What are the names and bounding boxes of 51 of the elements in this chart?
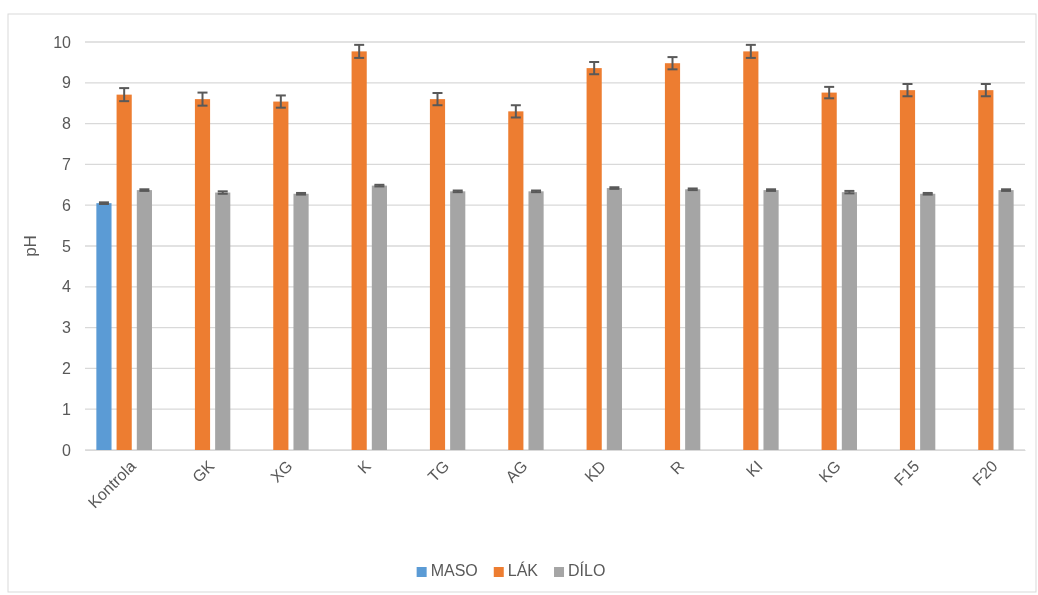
- y-tick-label: 0: [62, 441, 72, 459]
- bar: [116, 94, 132, 450]
- bar: [841, 192, 857, 450]
- bar: [96, 203, 112, 450]
- x-tick-label: K: [354, 457, 375, 477]
- x-tick-label: KI: [742, 457, 766, 481]
- x-tick-label: GK: [188, 457, 218, 486]
- bar: [215, 192, 231, 450]
- bar: [978, 90, 994, 450]
- bar: [429, 99, 446, 450]
- bar: [351, 51, 367, 450]
- bar: [920, 193, 936, 450]
- x-tick-label: TG: [424, 457, 453, 486]
- y-tick-label: 4: [62, 278, 72, 296]
- y-tick-label: 3: [62, 319, 72, 337]
- bar: [685, 189, 701, 450]
- y-tick-label: 5: [62, 237, 72, 255]
- bar: [273, 101, 289, 450]
- x-tick-label: AG: [502, 457, 531, 486]
- legend-label: MASO: [430, 562, 478, 579]
- bar: [998, 190, 1014, 450]
- bar: [508, 111, 524, 450]
- x-tick-label: KD: [581, 457, 610, 486]
- y-tick-label: 1: [62, 400, 72, 418]
- bar: [606, 188, 622, 450]
- x-tick-label: KG: [815, 457, 845, 486]
- y-tick-label: 7: [62, 156, 72, 174]
- legend-label: LÁK: [507, 561, 539, 579]
- y-tick-label: 8: [62, 115, 72, 133]
- bar: [664, 63, 681, 450]
- bar: [528, 191, 544, 450]
- bar: [293, 193, 309, 450]
- x-tick-label: R: [667, 457, 688, 478]
- legend-label: DÍLO: [568, 561, 606, 579]
- x-tick-label: F20: [969, 457, 1001, 489]
- y-tick-label: 9: [62, 74, 72, 92]
- y-tick-label: 6: [62, 196, 72, 214]
- bar: [450, 191, 466, 450]
- bar: [821, 92, 837, 450]
- y-axis-title: pH: [21, 235, 40, 257]
- bar: [371, 185, 387, 450]
- bar: [194, 99, 211, 450]
- y-tick-label: 2: [62, 360, 72, 378]
- bar: [743, 51, 759, 450]
- bar: [586, 68, 602, 450]
- y-tick-label: 10: [53, 33, 72, 51]
- bar: [899, 90, 916, 450]
- x-tick-label: XG: [267, 457, 296, 486]
- x-tick-label: F15: [890, 457, 923, 489]
- bar: [136, 190, 152, 450]
- bar: [763, 190, 779, 450]
